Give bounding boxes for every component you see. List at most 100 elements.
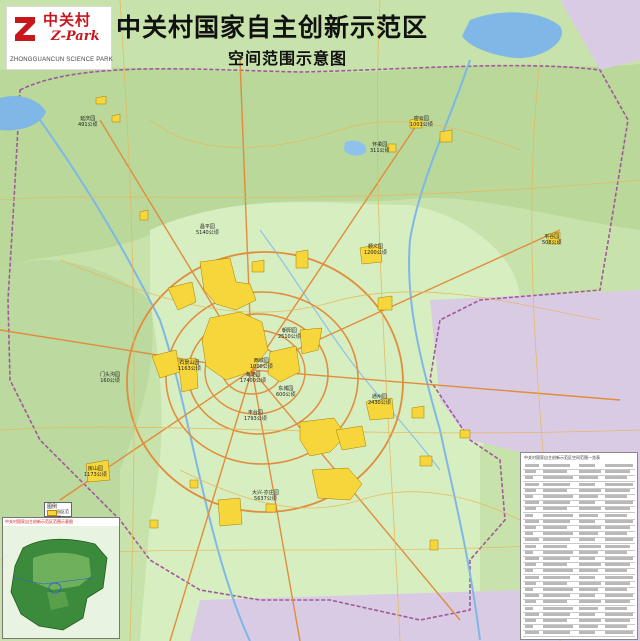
park-label: 丰台园 1793公顷 [244,410,267,422]
table-row [523,469,635,477]
table-cell [525,588,533,591]
table-cell [543,501,570,505]
table-cell [579,550,598,554]
table-cell [525,482,539,486]
table-cell [579,538,595,542]
legend-title: 图例 [47,504,58,510]
table-cell [605,557,633,560]
river-wenyu [259,229,441,471]
park-name: 怀柔园 [372,142,388,148]
municipal-boundary [7,64,629,621]
park-area: 5140公顷 [196,230,219,236]
table-cell [605,482,633,486]
table-cell [525,625,533,629]
table-cell [579,588,598,591]
park-label: 怀柔园 311公顷 [370,142,390,154]
park-area: 1000公顷 [250,364,273,370]
table-cell [525,550,533,554]
table-cell [525,526,536,529]
table-cell [543,588,573,591]
park-name: 门头沟园 [100,372,121,378]
table-cell [525,544,536,548]
table-cell [605,575,633,579]
table-cell [579,619,601,622]
table-cell [579,519,595,523]
table-cell [605,513,627,517]
table-cell [579,476,598,480]
inset-caption: 中关村国家自主创新示范区范围示意图 [5,519,73,524]
z-park-emblem-icon [15,17,35,41]
table-cell [579,488,601,492]
table-cell [525,594,539,598]
table-cell [525,600,536,604]
river-chaobai [408,59,481,641]
table-cell [525,606,533,610]
table-row [523,537,635,545]
table-cell [525,619,536,622]
table-row [523,624,635,632]
table-row [523,506,635,514]
park-label: 密云园 1001公顷 [410,116,433,128]
table-cell [579,569,598,573]
table-cell [543,563,567,567]
park-area: 2430公顷 [368,400,391,406]
table-cell [525,581,536,585]
table-row [523,630,635,638]
table-cell [543,532,573,536]
table-row [523,482,635,489]
table-cell [525,563,536,567]
table-cell [605,594,633,598]
legend: 图例 园区范围 [44,502,72,520]
park-area: 1200公顷 [364,250,387,256]
table-row [523,612,635,619]
table-row [523,519,635,526]
park-area: 17400公顷 [240,378,266,384]
logo-name-cn: 中关村 [43,11,92,29]
park-label: 门头沟园 160公顷 [100,372,120,384]
table-cell [579,557,595,560]
table-cell [605,507,630,511]
table-cell [605,631,633,635]
table-cell [579,600,601,604]
park-areas [85,95,561,551]
table-cell [605,544,630,548]
reservoir-huairou [344,140,367,156]
park-area: 160公顷 [100,378,120,384]
table-cell [525,575,539,579]
out-region-south [190,590,520,641]
park-area: 5637公顷 [254,496,277,502]
table-row [523,494,635,501]
park-label: 石景山园 1163公顷 [178,360,201,372]
park-name: 密云园 [413,116,429,122]
table-row [523,568,635,576]
table-cell [579,464,595,467]
table-row [523,618,635,625]
park-label: 顺义园 1200公顷 [364,244,387,256]
reservoir-guanting [0,95,46,131]
table-row [523,599,635,607]
table-cell [579,563,601,567]
table-cell [525,507,536,511]
park-area: 508公顷 [542,240,562,246]
park-area: 1001公顷 [410,122,433,128]
table-cell [579,470,601,474]
park-name: 平谷园 [544,234,560,240]
park-name: 大兴-亦庄园 [252,490,279,496]
out-region-northeast [560,0,640,70]
table-cell [605,526,630,529]
table-cell [579,532,598,536]
park-summary-table: 中关村国家自主创新示范区空间范围一览表 [520,452,638,640]
table-cell [525,464,539,467]
table-cell [605,476,627,480]
table-row [523,562,635,570]
park-name: 昌平园 [199,224,215,230]
table-row [523,593,635,601]
table-cell [579,501,595,505]
park-area: 600公顷 [276,392,296,398]
table-cell [525,501,539,505]
table-cell [605,488,630,492]
park-label: 海淀园 17400公顷 [240,372,266,384]
park-area: 2510公顷 [278,334,301,340]
table-cell [543,557,570,560]
